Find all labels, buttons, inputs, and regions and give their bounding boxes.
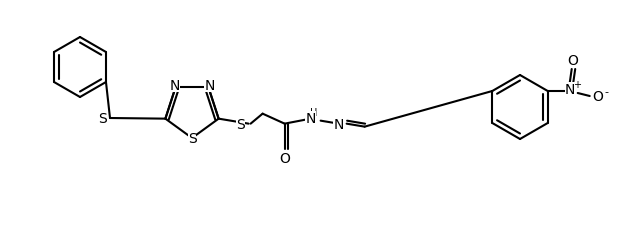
Text: O: O [592,90,603,104]
Text: N: N [305,111,316,125]
Text: H: H [310,107,317,117]
Text: N: N [333,117,344,131]
Text: O: O [567,54,578,68]
Text: -: - [605,87,609,97]
Text: N: N [564,83,575,97]
Text: +: + [573,80,580,90]
Text: N: N [204,79,214,93]
Text: S: S [236,117,245,131]
Text: N: N [170,79,180,93]
Text: O: O [279,151,290,165]
Text: S: S [98,112,106,126]
Text: S: S [188,131,196,145]
